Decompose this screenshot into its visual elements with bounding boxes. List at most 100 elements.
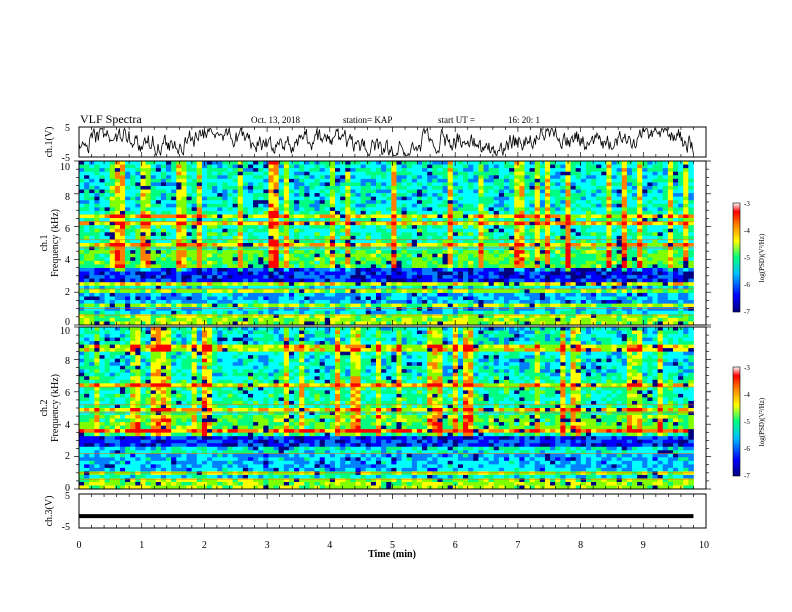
spectrogram-cell (273, 228, 280, 233)
spectrogram-cell (391, 161, 397, 165)
spectrogram-cell (411, 182, 418, 187)
spectrogram-cell (580, 189, 587, 194)
spectrogram-cell (585, 168, 592, 173)
spectrogram-cell (283, 300, 290, 305)
spectrogram-cell (304, 239, 310, 244)
spectrogram-cell (258, 228, 264, 233)
spectrogram-cell (171, 171, 177, 176)
spectrogram-cell (345, 264, 351, 269)
spectrogram-cell (227, 278, 234, 283)
spectrogram-cell (335, 175, 341, 180)
spectrogram-cell (514, 189, 520, 194)
spectrogram-cell (186, 178, 193, 183)
spectrogram-cell (222, 321, 228, 326)
spectrogram-cell (498, 321, 505, 326)
spectrogram-cell (509, 260, 515, 265)
spectrogram-cell (437, 303, 443, 308)
spectrogram-cell (196, 239, 203, 244)
spectrogram-cell (591, 285, 597, 290)
spectrogram-cell (591, 314, 597, 319)
spectrogram-cell (555, 260, 561, 265)
spectrogram-cell (365, 214, 372, 219)
spectrogram-cell (237, 171, 244, 176)
spectrogram-cell (89, 275, 95, 280)
spectrogram-cell (263, 175, 269, 180)
spectrogram-cell (166, 250, 172, 255)
spectrogram-cell (253, 218, 259, 223)
spectrogram-cell (227, 168, 234, 173)
spectrogram-cell (237, 292, 244, 297)
spectrogram-cell (125, 218, 131, 223)
spectrogram-cell (232, 285, 239, 290)
spectrogram-cell (94, 225, 100, 230)
spectrogram-cell (591, 246, 597, 251)
spectrogram-cell (560, 282, 566, 287)
spectrogram-cell (140, 203, 146, 208)
spectrogram-cell (150, 239, 157, 244)
spectrogram-cell (253, 235, 259, 240)
spectrogram-cell (340, 321, 346, 326)
spectrogram-cell (207, 207, 213, 212)
spectrogram-cell (181, 282, 187, 287)
spectrogram-cell (150, 225, 157, 230)
spectrogram-cell (524, 296, 530, 301)
spectrogram-cell (386, 260, 392, 265)
spectrogram-cell (119, 271, 126, 276)
spectrogram-cell (514, 171, 520, 176)
spectrogram-cell (155, 182, 162, 187)
spectrogram-cell (616, 185, 623, 190)
spectrogram-cell (529, 214, 536, 219)
spectrogram-cell (99, 246, 105, 251)
spectrogram-cell (130, 221, 136, 226)
spectrogram-cell (150, 267, 157, 272)
spectrogram-cell (140, 164, 146, 169)
spectrogram-cell (432, 267, 438, 272)
spectrogram-cell (488, 278, 495, 283)
spectrogram-cell (406, 310, 413, 315)
spectrogram-cell (304, 296, 310, 301)
spectrogram-cell (247, 200, 254, 205)
spectrogram-cell (191, 278, 198, 283)
spectrogram-cell (212, 225, 218, 230)
spectrogram-cell (570, 307, 577, 312)
spectrogram-cell (227, 228, 234, 233)
spectrogram-cell (488, 317, 495, 322)
spectrogram-cell (534, 275, 541, 280)
spectrogram-cell (560, 178, 566, 183)
spectrogram-cell (457, 182, 464, 187)
spectrogram-cell (457, 314, 464, 319)
spectrogram-cell (391, 218, 397, 223)
spectrogram-cell (171, 207, 177, 212)
spectrogram-cell (217, 300, 223, 305)
spectrogram-cell (534, 196, 541, 201)
spectrogram-cell (181, 221, 187, 226)
spectrogram-cell (181, 246, 187, 251)
spectrogram-cell (314, 185, 321, 190)
spectrogram-cell (79, 239, 85, 244)
spectrogram-cell (411, 253, 418, 258)
spectrogram-cell (534, 189, 541, 194)
spectrogram-cell (529, 203, 536, 208)
spectrogram-cell (155, 267, 162, 272)
spectrogram-cell (452, 221, 459, 226)
spectrogram-cell (591, 210, 597, 215)
spectrogram-cell (329, 175, 336, 180)
spectrogram-cell (580, 289, 587, 294)
spectrogram-cell (606, 189, 612, 194)
spectrogram-cell (621, 303, 628, 308)
spectrogram-cell (478, 243, 484, 247)
spectrogram-cell (534, 200, 541, 205)
spectrogram-cell (504, 300, 510, 305)
spectrogram-cell (375, 278, 382, 283)
spectrogram-cell (432, 164, 438, 169)
spectrogram-cell (437, 267, 443, 272)
spectrogram-cell (406, 307, 413, 312)
spectrogram-cell (591, 296, 597, 301)
spectrogram-cell (340, 193, 346, 198)
spectrogram-cell (125, 289, 131, 294)
spectrogram-cell (509, 161, 515, 165)
spectrogram-cell (222, 196, 228, 201)
spectrogram-cell (273, 200, 280, 205)
spectrogram-cell (539, 271, 546, 276)
spectrogram-cell (360, 246, 367, 251)
